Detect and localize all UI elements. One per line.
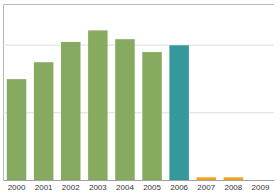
x-tick-label: 2000 — [8, 183, 26, 192]
x-tick: 2005 — [143, 180, 161, 192]
x-tick: 2004 — [116, 180, 134, 192]
x-tick-label: 2005 — [143, 183, 161, 192]
x-axis-line — [4, 180, 275, 181]
bar — [196, 177, 216, 180]
y-tick — [3, 45, 274, 46]
y-tick — [3, 180, 274, 181]
bar — [169, 45, 189, 180]
x-tick: 2009 — [252, 180, 270, 192]
bar — [251, 180, 271, 181]
x-tick-label: 2008 — [224, 183, 242, 192]
bar — [61, 42, 81, 180]
x-tick-label: 2003 — [89, 183, 107, 192]
bar — [88, 30, 108, 180]
bar — [34, 62, 54, 180]
x-axis: 2000 2001 2002 2003 2004 2005 2006 2007 2008 2009 — [4, 180, 275, 192]
bar — [115, 39, 135, 180]
x-tick-label: 2002 — [62, 183, 80, 192]
x-tick-label: 2006 — [170, 183, 188, 192]
bar — [142, 52, 162, 180]
x-tick-label: 2009 — [252, 183, 270, 192]
x-tick: 2008 — [224, 180, 242, 192]
x-tick-label: 2001 — [35, 183, 53, 192]
x-tick: 2002 — [62, 180, 80, 192]
x-tick: 2003 — [89, 180, 107, 192]
y-axis — [3, 5, 274, 181]
bar — [7, 79, 27, 180]
x-tick-label: 2004 — [116, 183, 134, 192]
grid-line — [3, 45, 274, 46]
x-tick: 2007 — [197, 180, 215, 192]
grid-line — [3, 180, 274, 181]
y-axis-line — [4, 5, 275, 181]
plot: 2000 2001 2002 2003 2004 2005 2006 2007 2008 2009 — [3, 5, 275, 192]
x-tick: 2001 — [35, 180, 53, 192]
bar — [224, 177, 244, 180]
x-tick-label: 2007 — [197, 183, 215, 192]
bars — [7, 30, 243, 180]
chart: 2000 2001 2002 2003 2004 2005 2006 2007 2008 2009 — [0, 0, 280, 195]
x-tick: 2000 — [8, 180, 26, 192]
x-tick: 2006 — [170, 180, 188, 192]
